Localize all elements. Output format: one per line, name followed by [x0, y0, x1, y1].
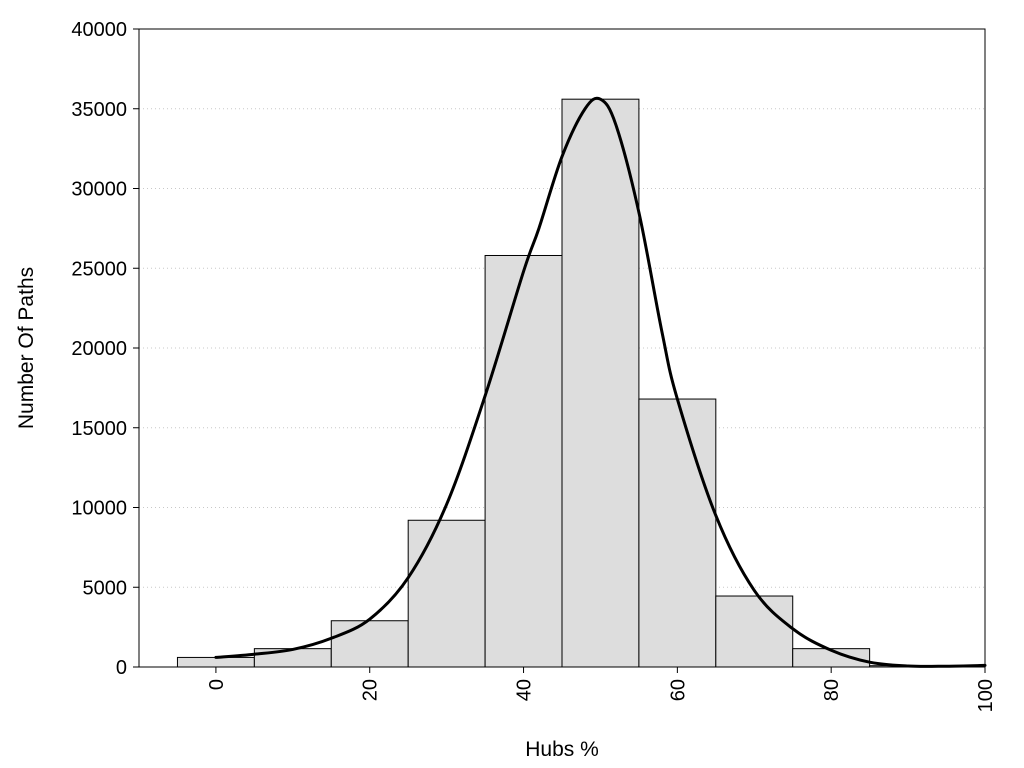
y-tick-label: 15000 [71, 418, 127, 440]
y-tick-label: 20000 [71, 338, 127, 360]
grid-lines [139, 108, 985, 588]
y-axis-ticks: 0 5000 10000 15000 20000 25000 30000 35000 40000 [71, 19, 139, 679]
y-tick-label: 30000 [71, 179, 127, 201]
bar [484, 254, 563, 668]
bar [715, 595, 794, 668]
x-tick-label: 20 [360, 679, 382, 701]
y-tick-label: 25000 [71, 258, 127, 280]
y-tick-label: 10000 [71, 498, 127, 520]
fit-curve [214, 96, 987, 668]
x-tick-label: 100 [975, 679, 997, 712]
y-tick-label: 5000 [83, 577, 128, 599]
bars [176, 98, 948, 668]
x-axis-title: Hubs % [525, 738, 599, 761]
bar [253, 648, 332, 668]
x-tick-label: 0 [206, 679, 228, 690]
bar [638, 398, 717, 668]
y-tick-label: 0 [116, 657, 127, 679]
bar [330, 620, 409, 668]
bar [561, 98, 640, 668]
bar [407, 519, 486, 668]
x-tick-label: 60 [667, 679, 689, 701]
y-tick-label: 40000 [71, 19, 127, 41]
x-tick-label: 40 [514, 679, 536, 701]
x-tick-label: 80 [821, 679, 843, 701]
x-axis-ticks: 0 20 40 60 80 100 [206, 667, 997, 712]
y-tick-label: 35000 [71, 99, 127, 121]
y-axis-title: Number Of Paths [15, 267, 38, 429]
